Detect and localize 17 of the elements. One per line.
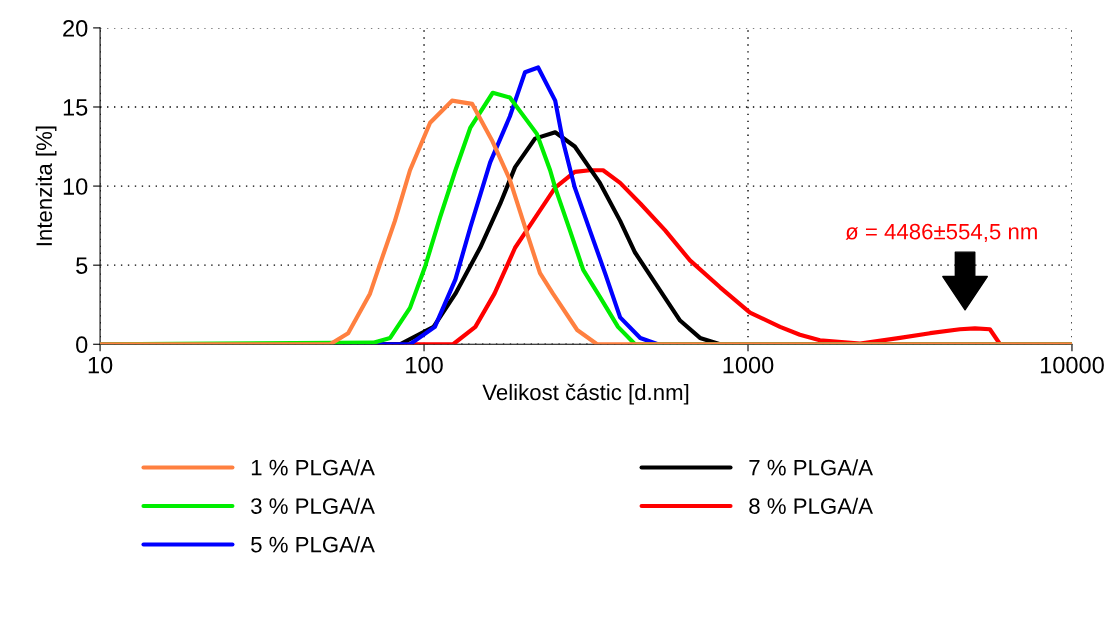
- legend-label: 5 % PLGA/A: [251, 536, 375, 553]
- legend-label: 8 % PLGA/A: [749, 497, 873, 514]
- x-tick-label: 100: [406, 356, 443, 374]
- x-tick-label: 10000: [1040, 356, 1104, 374]
- y-tick-label: 15: [63, 99, 88, 116]
- x-axis-title: Velikost částic [d.nm]: [482, 383, 689, 405]
- annotation: ø = 4486±554,5 nm: [845, 223, 1037, 243]
- y-tick-label: 5: [76, 257, 88, 274]
- legend-label: 1 % PLGA/A: [251, 459, 375, 476]
- y-tick-label: 10: [63, 178, 88, 195]
- y-axis-title: Intenzita [%]: [35, 126, 57, 246]
- legend-label: 3 % PLGA/A: [251, 497, 375, 514]
- legend-label: 7 % PLGA/A: [749, 459, 873, 476]
- y-tick-label: 20: [63, 19, 88, 37]
- x-tick-label: 1000: [723, 356, 774, 374]
- y-tick-label: 0: [76, 336, 88, 354]
- x-tick-label: 10: [88, 356, 113, 374]
